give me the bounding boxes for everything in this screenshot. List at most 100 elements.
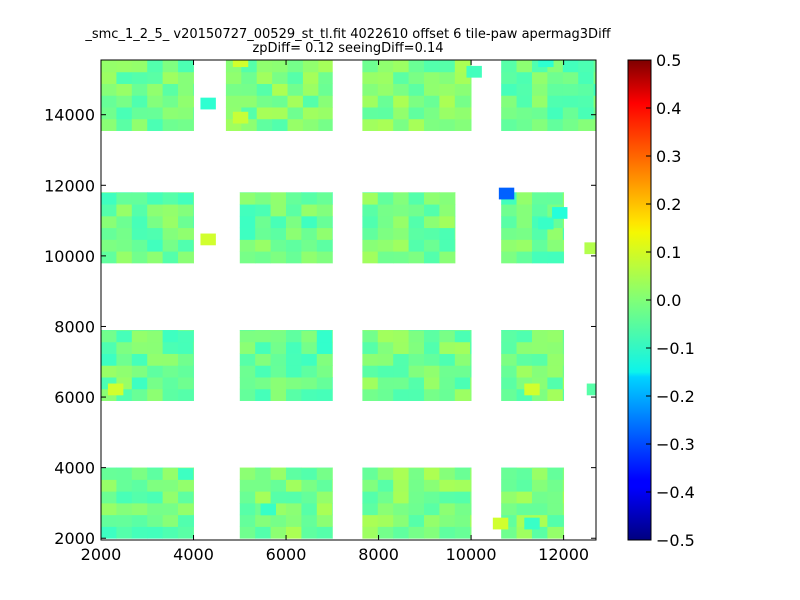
heatmap-cell (147, 526, 164, 539)
heatmap-cell (377, 239, 394, 252)
heatmap-cell (316, 388, 333, 401)
heatmap-cell (423, 118, 440, 131)
x-tick-label: 6000 (266, 545, 307, 564)
heatmap-cell (454, 107, 471, 120)
heatmap-cell (578, 60, 594, 73)
heatmap-cell (239, 227, 256, 240)
heatmap-cell (439, 388, 456, 401)
heatmap-cell (178, 251, 194, 264)
heatmap-cell (270, 514, 287, 527)
heatmap-cell (516, 71, 533, 84)
heatmap-cell (147, 192, 164, 205)
heatmap-cell (439, 341, 456, 354)
heatmap-cell (131, 192, 148, 205)
heatmap-cell (131, 479, 148, 492)
heatmap-cell (286, 377, 302, 390)
heatmap-cell (377, 192, 394, 205)
heatmap-cell (131, 341, 148, 354)
heatmap-cell (178, 107, 194, 120)
y-tick-label: 14000 (44, 106, 95, 125)
heatmap-cell (131, 467, 148, 480)
heatmap-cell (377, 479, 394, 492)
heatmap-cell (408, 192, 425, 205)
x-tick-label: 2000 (81, 545, 122, 564)
heatmap-cell (178, 71, 194, 84)
heatmap-cell (423, 251, 440, 264)
heatmap-cell (531, 251, 548, 264)
heatmap-cell (162, 204, 179, 217)
heatmap-cell (470, 330, 472, 343)
heatmap-cell (470, 388, 472, 401)
heatmap-cell (272, 95, 288, 108)
x-axis: 2000 4000 6000 8000 10000 12000 (81, 60, 589, 564)
heatmap-cell (501, 227, 517, 240)
heatmap-cell (562, 353, 565, 366)
heatmap-cell (239, 330, 256, 343)
heatmap-cell-highlight (586, 383, 596, 396)
x-tick-label: 12000 (538, 545, 589, 564)
heatmap-cell (316, 502, 333, 516)
heatmap-cell (547, 388, 564, 401)
heatmap-cell (116, 491, 133, 504)
heatmap-cell (423, 192, 440, 205)
heatmap-cell (318, 118, 333, 131)
colorbar-tick-label: −0.4 (656, 483, 695, 502)
heatmap-cell (439, 95, 456, 108)
heatmap-cell (147, 341, 164, 354)
heatmap-cell (362, 215, 379, 229)
heatmap-cell (272, 118, 288, 131)
heatmap-cell (547, 107, 564, 120)
heatmap-cell (316, 526, 333, 539)
heatmap-cell (547, 479, 564, 492)
heatmap-cell (301, 215, 318, 229)
x-tick-label: 10000 (446, 545, 497, 564)
heatmap-cell (439, 479, 456, 492)
heatmap-cell (316, 239, 333, 252)
colorbar-tick-label: −0.1 (656, 339, 695, 358)
heatmap-cell (578, 71, 594, 84)
heatmap-cell (531, 192, 548, 205)
heatmap-cell (393, 239, 409, 252)
heatmap-cell (255, 251, 271, 264)
heatmap-cell (408, 330, 425, 343)
heatmap-cell (362, 239, 379, 252)
heatmap-cell (101, 514, 117, 527)
heatmap-cell (362, 365, 379, 378)
heatmap-cell (286, 526, 302, 539)
heatmap-cell (255, 330, 271, 343)
heatmap-cell (272, 60, 288, 73)
heatmap-cell (318, 95, 333, 108)
heatmap-cell (454, 118, 471, 131)
heatmap-cell (423, 95, 440, 108)
heatmap-cell (162, 83, 179, 96)
heatmap-cell (147, 251, 164, 264)
heatmap-cell (241, 83, 258, 96)
heatmap-cell (256, 95, 273, 108)
heatmap-cell (562, 479, 565, 492)
heatmap-cell (286, 239, 302, 252)
heatmap-cell (454, 502, 471, 516)
heatmap-cell (423, 107, 440, 120)
heatmap-cell (408, 95, 425, 108)
heatmap-cell (147, 377, 164, 390)
heatmap-cell (516, 83, 533, 96)
heatmap-cell (255, 467, 271, 480)
heatmap-cell (302, 118, 319, 131)
heatmap-cell (162, 377, 179, 390)
heatmap-cell (178, 365, 194, 378)
heatmap-cell (101, 341, 117, 354)
heatmap-cell (116, 502, 133, 516)
heatmap-cell (501, 239, 517, 252)
heatmap-cell (239, 377, 256, 390)
heatmap-cell (516, 95, 533, 108)
heatmap-cell (377, 95, 394, 108)
heatmap-cell (393, 83, 409, 96)
heatmap-cell (408, 526, 425, 539)
colorbar-tick-label: 0.4 (656, 99, 681, 118)
heatmap-cell (270, 239, 287, 252)
heatmap-cell (116, 341, 133, 354)
heatmap-cell (162, 107, 179, 120)
heatmap-cell (547, 71, 564, 84)
heatmap-cell (501, 107, 517, 120)
heatmap-cell (162, 330, 179, 343)
